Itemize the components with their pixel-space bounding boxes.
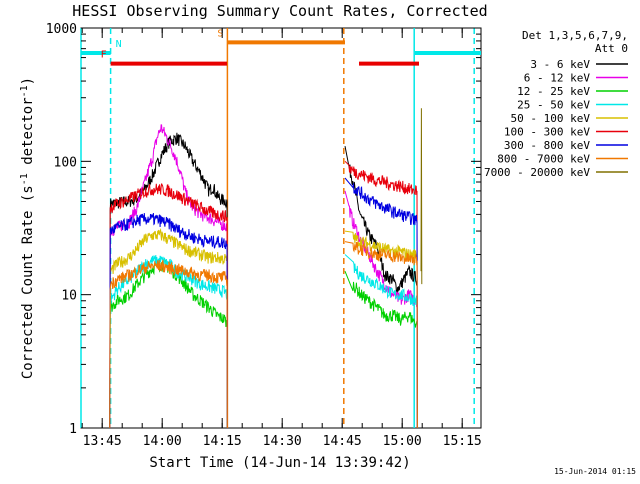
flag-label-n: N — [116, 39, 122, 50]
legend-label-800-7000-kev: 800 - 7000 keV — [497, 153, 590, 166]
legend-label-300-800-kev: 300 - 800 keV — [504, 139, 590, 152]
y-tick-label-100: 100 — [54, 155, 77, 170]
series-300-800-kev-seg1 — [109, 212, 228, 429]
legend-label-7000-20000-kev: 7000 - 20000 keV — [484, 166, 590, 179]
y-axis-label-mid: detector — [20, 97, 36, 173]
series-800-7000-kev-seg1 — [109, 259, 228, 429]
series-12-25-kev-seg2 — [344, 271, 418, 429]
y-tick-label-1: 1 — [69, 422, 77, 437]
series-6-12-kev-seg2 — [344, 190, 418, 429]
y-axis-label-prefix: Corrected Count Rate (s — [20, 185, 36, 379]
series-7000-20000-kev-seg2 — [420, 108, 423, 285]
legend-header-detectors: Det 1,3,5,6,7,9, — [522, 29, 628, 42]
y-axis-label-sup1: -1 — [19, 173, 30, 185]
series-6-12-kev-seg1 — [109, 124, 228, 429]
series-300-800-kev-seg2 — [344, 177, 418, 429]
x-tick-label-14-45: 14:45 — [323, 434, 362, 449]
x-tick-label-13-45: 13:45 — [83, 434, 122, 449]
legend-label-12-25-kev: 12 - 25 keV — [517, 85, 590, 98]
data-series — [109, 108, 423, 429]
legend-label-6-12-kev: 6 - 12 keV — [524, 72, 591, 85]
chart-title: HESSI Observing Summary Count Rates, Cor… — [72, 2, 487, 20]
series-100-300-kev-seg2 — [344, 160, 418, 429]
legend-label-3-6-kev: 3 - 6 keV — [530, 58, 590, 71]
y-axis-ticks: 1 10 100 1000 — [46, 22, 481, 437]
y-axis-label-sup2: -1 — [19, 85, 30, 97]
x-tick-label-14-00: 14:00 — [143, 434, 182, 449]
series-100-300-kev-seg1 — [109, 183, 228, 429]
x-tick-label-14-15: 14:15 — [203, 434, 242, 449]
x-axis-label: Start Time (14-Jun-14 13:39:42) — [149, 455, 410, 471]
flag-label-s: S — [217, 28, 223, 39]
series-50-100-kev-seg1 — [109, 227, 228, 429]
series-3-6-kev-seg2 — [344, 146, 418, 429]
flag-bars: NF S — [81, 28, 481, 66]
series-25-50-kev-seg2 — [344, 254, 418, 429]
y-tick-label-1000: 1000 — [46, 22, 77, 37]
x-tick-label-15-00: 15:00 — [383, 434, 422, 449]
legend-label-50-100-kev: 50 - 100 keV — [511, 112, 591, 125]
plot-area: NF S 1 10 100 1000 13:45 14:00 14:15 14:30 14:45… — [46, 22, 482, 449]
legend-header-attenuator: Att 0 — [595, 42, 628, 55]
x-axis-ticks: 13:45 14:00 14:15 14:30 14:45 15:00 15:15 — [81, 28, 482, 449]
legend-label-100-300-kev: 100 - 300 keV — [504, 126, 590, 139]
y-tick-label-10: 10 — [61, 289, 77, 304]
x-tick-label-15-15: 15:15 — [443, 434, 482, 449]
flag-label-f: F — [101, 50, 107, 61]
series-800-7000-kev-seg2 — [344, 241, 418, 429]
legend-label-25-50-kev: 25 - 50 keV — [517, 99, 590, 112]
x-tick-label-14-30: 14:30 — [263, 434, 302, 449]
y-axis-label: Corrected Count Rate (s-1 detector-1) — [19, 77, 36, 379]
footer-date: 15-Jun-2014 01:15 — [554, 467, 636, 476]
y-axis-label-suffix: ) — [20, 77, 36, 85]
